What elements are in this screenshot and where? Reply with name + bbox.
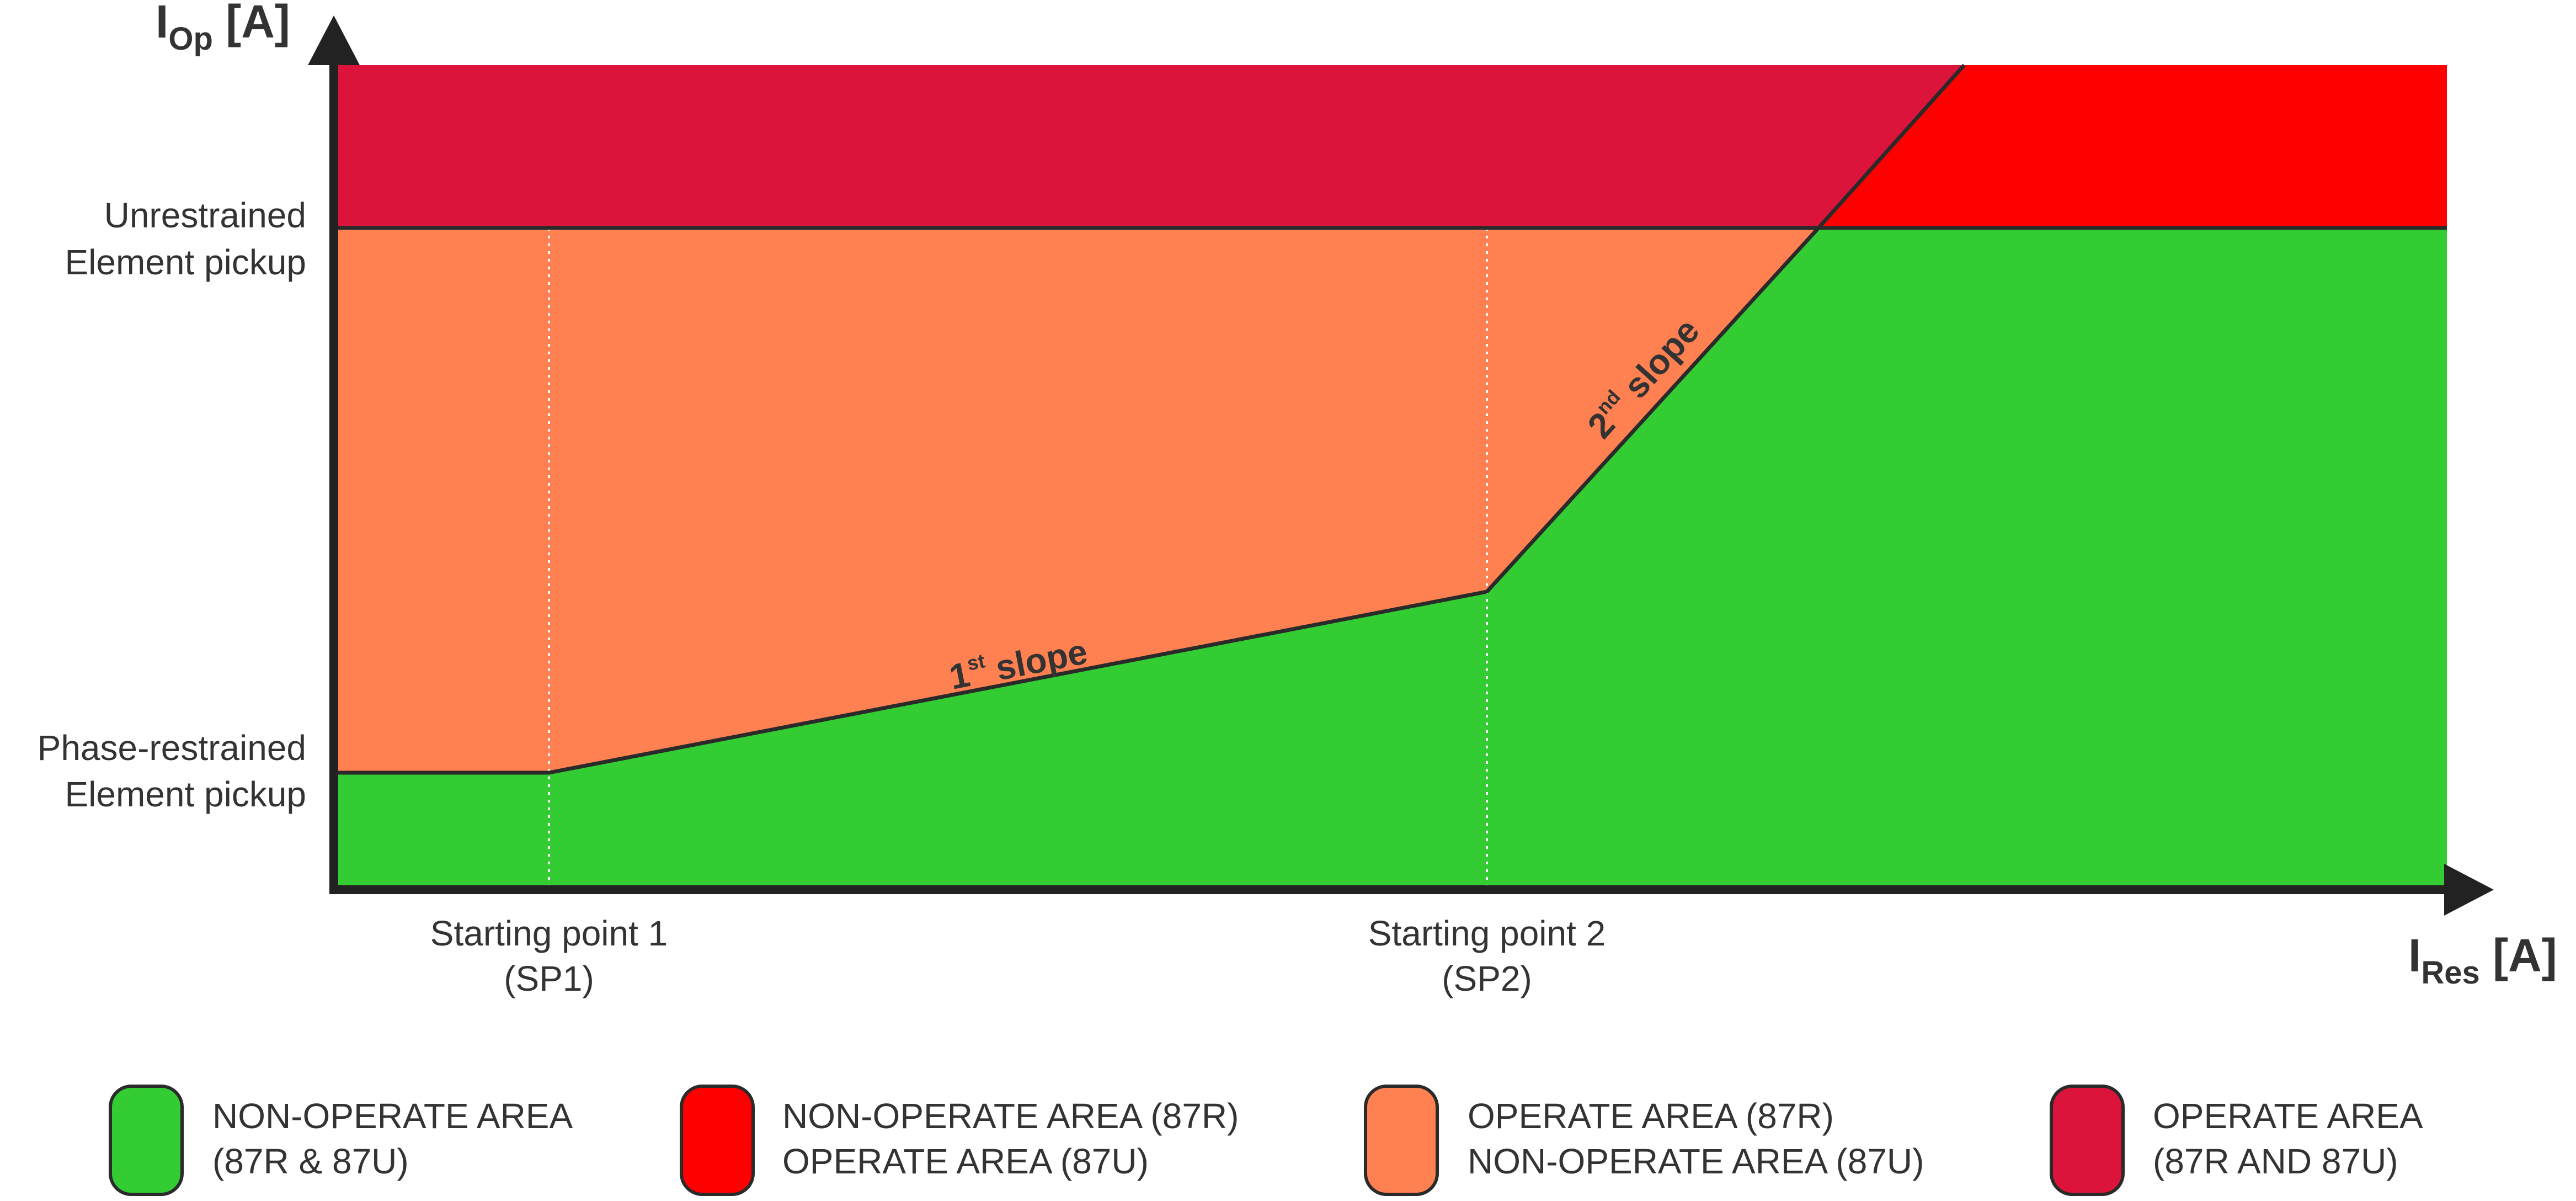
unrestrained-pickup-label-line2: Element pickup (65, 242, 306, 282)
legend-item-operate-87r: OPERATE AREA (87R) NON-OPERATE AREA (87U… (1364, 1085, 1924, 1196)
legend-label-non-operate-line2: (87R & 87U) (212, 1141, 409, 1181)
legend-label-operate-both-line1: OPERATE AREA (2153, 1096, 2423, 1136)
first-slope-label: 1st slope (946, 630, 1090, 697)
x-axis-arrow (2444, 864, 2494, 916)
legend-label-non-operate-line1: NON-OPERATE AREA (212, 1096, 573, 1136)
legend-swatch-operate-87r (1364, 1085, 1439, 1196)
sp2-label-line1: Starting point 2 (1368, 913, 1606, 953)
sp1-label-line2: (SP1) (504, 959, 594, 998)
region-non-operate (334, 228, 2447, 886)
legend-item-operate-both: OPERATE AREA (87R AND 87U) (2050, 1085, 2423, 1196)
legend: NON-OPERATE AREA (87R & 87U) NON-OPERATE… (109, 1085, 2423, 1196)
phase-pickup-label-line1: Phase-restrained (38, 728, 306, 768)
unrestrained-pickup-label-line1: Unrestrained (104, 195, 306, 235)
legend-item-operate-87u: NON-OPERATE AREA (87R) OPERATE AREA (87U… (680, 1085, 1239, 1196)
region-operate-87r-and-87u (334, 65, 1964, 228)
unrestrained-boundary-line (1817, 63, 1966, 230)
legend-label-operate-87r-line2: NON-OPERATE AREA (87U) (1468, 1141, 1924, 1181)
x-axis-title: IRes [A] (2408, 929, 2557, 991)
sp1-label-line1: Starting point 1 (430, 913, 668, 953)
legend-label-operate-87u-line1: NON-OPERATE AREA (87R) (782, 1096, 1239, 1136)
sp2-label-line2: (SP2) (1442, 959, 1532, 998)
y-axis-title: IOp [A] (156, 0, 290, 57)
region-operate-87r-only (334, 228, 1818, 773)
legend-swatch-operate-87u (680, 1085, 755, 1196)
legend-swatch-operate-both (2050, 1085, 2125, 1196)
legend-label-operate-both-line2: (87R AND 87U) (2153, 1141, 2398, 1181)
legend-label-operate-87u-line2: OPERATE AREA (87U) (782, 1141, 1149, 1181)
y-axis-arrow (308, 15, 360, 65)
region-operate-87u-only (1818, 65, 2447, 228)
legend-swatch-non-operate (109, 1085, 184, 1196)
legend-item-non-operate: NON-OPERATE AREA (87R & 87U) (109, 1085, 573, 1196)
legend-label-operate-87r-line1: OPERATE AREA (87R) (1468, 1096, 1834, 1136)
phase-pickup-label-line2: Element pickup (65, 774, 306, 814)
restrained-characteristic-line (334, 226, 1820, 775)
